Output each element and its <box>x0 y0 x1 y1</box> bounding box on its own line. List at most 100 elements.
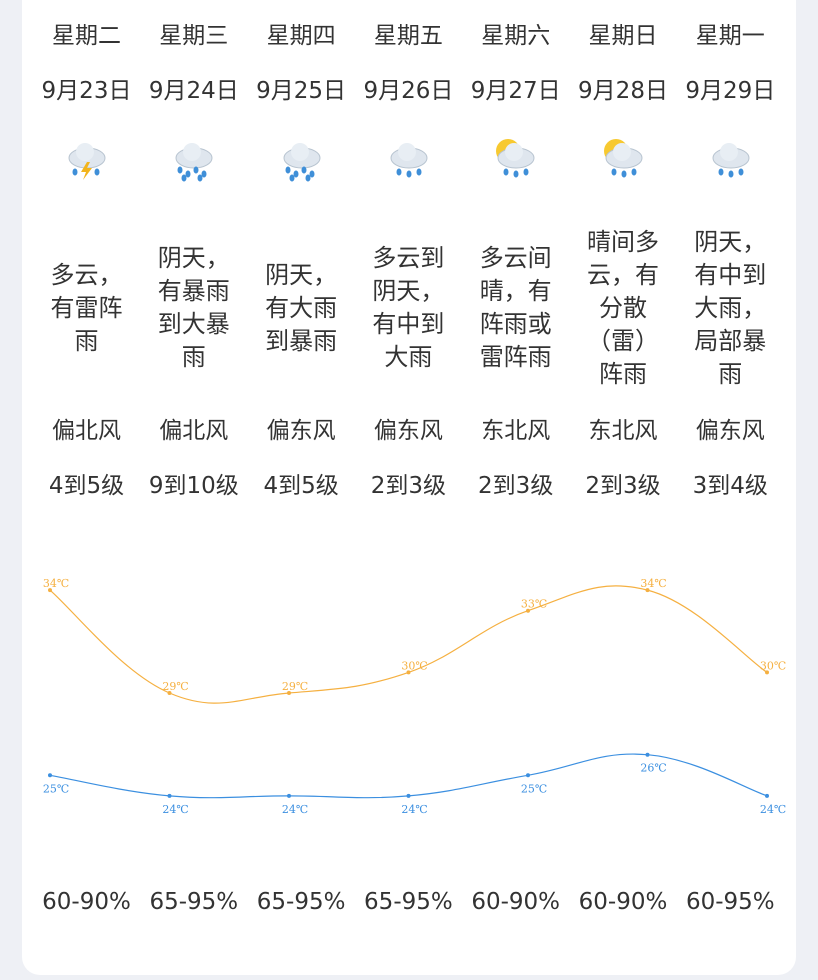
weather-box: 阴天，有暴雨到大暴雨 <box>140 220 247 396</box>
day-column: 星期四 9月25日 阴天，有大雨到暴雨 偏东风 4到5级 65-95% <box>248 0 355 980</box>
temperature-label: 34℃ <box>640 577 666 590</box>
temperature-point <box>765 670 769 675</box>
icon-part <box>197 174 203 182</box>
icon-part <box>177 166 183 174</box>
temperature-label: 30℃ <box>760 659 786 672</box>
temperature-label: 26℃ <box>640 762 666 775</box>
icon-part <box>309 170 315 178</box>
wind-level: 4到5级 <box>48 473 125 499</box>
weekday: 星期六 <box>481 23 551 49</box>
wind-level: 2到3级 <box>370 473 447 499</box>
icon-part <box>305 174 311 182</box>
icon-part <box>505 143 524 161</box>
icon-part <box>76 143 94 161</box>
icon-part <box>181 174 187 182</box>
day-column: 星期三 9月24日阴天，有暴雨到大暴雨偏北风 9到10级 65-95% <box>140 0 247 980</box>
icon-part <box>738 168 744 176</box>
icon-part <box>301 166 307 174</box>
wind-level: 4到5级 <box>263 473 339 499</box>
wind-direction: 偏东风 <box>373 418 443 444</box>
icon-part <box>718 168 724 176</box>
temperature-label: 25℃ <box>521 782 547 795</box>
day-column: 星期一 9月29日 阴天，有中到大雨，局部暴雨 偏东风 3到4级 60-95% <box>677 0 784 980</box>
weather-icon <box>390 143 428 178</box>
temperature-point <box>48 773 52 778</box>
weekday: 星期日 <box>588 23 658 49</box>
weather-icon <box>175 143 213 182</box>
icon-part <box>81 162 92 180</box>
temperature-label: 33℃ <box>521 598 547 611</box>
temperature-point <box>167 691 172 695</box>
day-column: 星期日 9月28日 晴间多云，有分散（雷）阵雨 东北风 2到3级 60-90% <box>570 0 677 980</box>
wind-level: 2到3级 <box>585 473 661 499</box>
temperature-label: 30℃ <box>401 659 427 672</box>
weather-text: 阴天，有暴雨到大暴雨 <box>157 244 230 371</box>
date: 9月29日 <box>685 78 776 104</box>
weekday: 星期一 <box>695 23 765 49</box>
icon-part <box>631 168 636 176</box>
icon-part <box>193 166 199 174</box>
wind-level: 9到10级 <box>148 473 239 499</box>
weather-text: 阴天，有大雨到暴雨 <box>265 260 338 355</box>
weather-text: 阴天，有中到大雨，局部暴雨 <box>694 227 767 388</box>
temperature-point <box>287 793 291 798</box>
weekday: 星期三 <box>159 23 229 49</box>
temperature-line <box>49 753 768 799</box>
icon-part <box>72 168 78 176</box>
icon-part <box>523 168 529 176</box>
humidity: 60-90% <box>42 889 131 915</box>
icon-part <box>396 168 402 176</box>
humidity: 65-95% <box>149 889 239 915</box>
day-column: 星期六 9月27日多云间晴，有阵雨或雷阵雨东北风 2到3级 60-90% <box>462 0 569 980</box>
weather-box: 多云到阴天，有中到大雨 <box>355 220 462 396</box>
weekday: 星期二 <box>52 23 121 49</box>
date: 9月25日 <box>256 78 347 104</box>
temperature-label: 29℃ <box>162 680 188 693</box>
wind-direction: 东北风 <box>588 418 658 444</box>
weather-text: 晴间多云，有分散（雷）阵雨 <box>587 227 659 388</box>
humidity: 60-90% <box>471 889 561 915</box>
temperature-point <box>48 588 52 593</box>
icon-part <box>397 143 416 161</box>
icon-part <box>293 170 299 178</box>
icon-part <box>406 170 412 178</box>
wind-direction: 偏北风 <box>159 418 229 444</box>
date: 9月27日 <box>470 78 561 104</box>
wind-direction: 东北风 <box>481 418 551 444</box>
weekday: 星期五 <box>373 23 443 49</box>
temperature-label: 34℃ <box>43 577 69 590</box>
wind-level: 2到3级 <box>478 473 554 499</box>
icon-part <box>201 170 207 178</box>
wind-level: 3到4级 <box>692 473 768 499</box>
icon-part <box>290 143 309 161</box>
temperature-label: 24℃ <box>401 803 427 816</box>
icon-part <box>719 143 738 161</box>
date: 9月26日 <box>363 78 454 104</box>
icon-part <box>612 143 631 161</box>
weather-icon <box>712 143 750 178</box>
weather-box: 晴间多云，有分散（雷）阵雨 <box>570 220 677 396</box>
weather-icon <box>603 139 642 178</box>
weather-icon <box>68 143 106 180</box>
weather-box: 阴天，有中到大雨，局部暴雨 <box>677 220 784 396</box>
date: 9月24日 <box>148 78 239 104</box>
icon-part <box>611 168 616 176</box>
temperature-point <box>406 670 411 675</box>
icon-part <box>285 166 291 174</box>
temperature-point <box>645 588 650 593</box>
weather-text: 多云间晴，有阵雨或雷阵雨 <box>479 244 552 371</box>
weather-text: 多云，有雷阵雨 <box>50 260 123 355</box>
icon-part <box>183 143 202 161</box>
icon-part <box>621 170 626 178</box>
icon-part <box>289 174 295 182</box>
icon-part <box>513 170 519 178</box>
temperature-label: 25℃ <box>43 782 69 795</box>
wind-direction: 偏东风 <box>695 418 765 444</box>
wind-direction: 偏北风 <box>52 418 121 444</box>
icon-part <box>503 168 509 176</box>
temperature-label: 24℃ <box>760 803 786 816</box>
weather-text: 多云到阴天，有中到大雨 <box>372 244 445 371</box>
weather-box: 阴天，有大雨到暴雨 <box>248 220 355 396</box>
temperature-point <box>645 752 650 757</box>
weather-icon <box>496 139 535 178</box>
